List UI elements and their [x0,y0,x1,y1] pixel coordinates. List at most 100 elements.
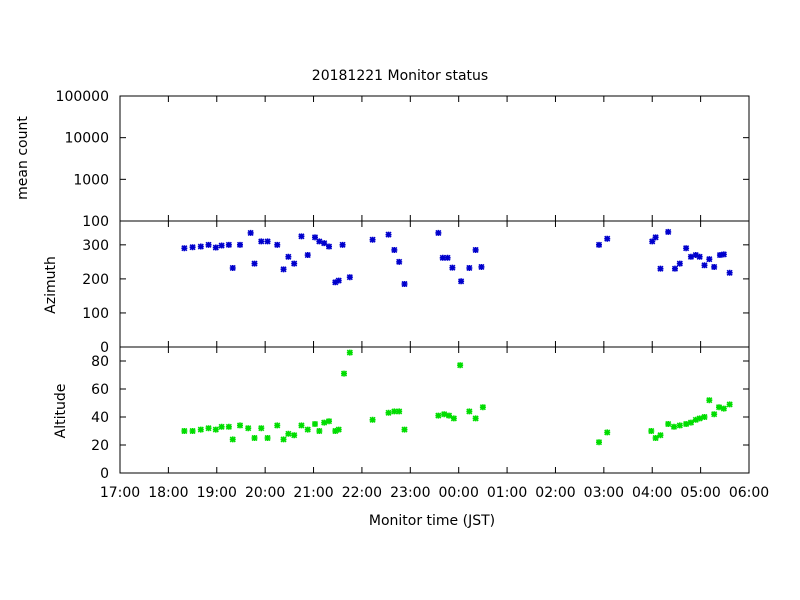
x-tick-label: 23:00 [390,485,430,501]
chart-title: 20181221 Monitor status [312,68,488,84]
x-tick-label: 00:00 [439,485,479,501]
panel-2-data-point [298,422,305,429]
panel-2-data-point [274,422,281,429]
panel-1-data-point [335,277,342,284]
panel-2-data-point [692,416,699,423]
panel-1-data-point [225,241,232,248]
panel-2-y-tick-label: 80 [91,354,109,370]
x-axis-label: Monitor time (JST) [369,513,495,529]
panel-0-frame [119,95,750,222]
panel-2-data-point [441,411,448,418]
panel-1-data-point [205,241,212,248]
panel-2-data-point [369,416,376,423]
panel-1-data-point [298,233,305,240]
panel-2-y-tick-label: 40 [91,410,109,426]
x-tick-label: 02:00 [535,485,575,501]
panel-1-data-point [218,242,225,249]
panel-0-y-tick-label: 10000 [64,131,109,147]
x-tick-label: 20:00 [245,485,285,501]
panel-2-data-point [696,415,703,422]
panel-2-data-point [311,420,319,428]
panel-1-data-point [212,244,219,251]
panel-1-data-point [696,253,703,260]
panel-1-data-point [711,263,718,271]
panel-1-y-tick-label: 0 [100,340,109,356]
panel-2-data-point [332,427,339,435]
panel-1-data-point [229,264,236,272]
panel-1-data-point [321,240,328,247]
panel-1-y-tick-label: 300 [82,238,109,254]
panel-2-data-point [236,422,244,429]
panel-2-data-point [401,426,408,433]
panel-1-data-point [332,279,339,286]
panel-1-data-point [274,241,281,248]
panel-1-data-point [258,238,265,245]
panel-2-frame [119,346,750,474]
panel-2-data-point [291,432,298,439]
x-tick-label: 01:00 [487,485,527,501]
panel-2-data-point [652,434,659,442]
chart-marks: 17:00 18:00 19:00 20:00 21:00 22:00 23:00 00:00… [56,89,770,501]
panel-2-data-point [197,426,204,433]
panel-1-data-point [478,263,485,271]
panel-2-data-point [450,415,457,422]
panel-1-y-tick-label: 200 [82,272,109,288]
x-tick-label: 04:00 [632,485,672,501]
panel-1-data-point [683,245,690,252]
panel-0-y-label: mean count [15,116,31,200]
panel-1-data-point [435,229,442,236]
panel-0-y-tick-label: 100 [82,214,109,230]
panel-2-data-point [396,408,403,415]
panel-1-data-point [716,251,724,259]
panel-1-data-point [595,241,603,248]
panel-1-data-point [304,251,311,259]
x-tick-label: 17:00 [100,485,140,501]
panel-1-data-point [251,260,258,267]
panel-1-data-point [280,266,287,273]
panel-2-data-point [435,412,442,419]
panel-1-data-point [285,253,292,260]
panel-2-data-point [316,427,323,435]
panel-2-data-point [687,419,695,426]
panel-2-data-point [670,423,678,430]
panel-1-data-point [391,246,398,254]
panel-2-y-label: Altitude [53,384,69,439]
panel-2-data-point [445,412,453,419]
panel-0-y-tick-label: 100000 [56,89,109,105]
panel-1-y-label: Azimuth [43,256,59,314]
panel-2-data-point [264,434,271,442]
panel-1-data-point [316,238,323,245]
panel-2-data-point [701,413,708,421]
panel-1-data-point [264,238,271,245]
panel-1-data-point [444,254,451,261]
panel-1-data-point [291,260,298,267]
panel-1-data-point [649,238,656,245]
panel-1-data-point [720,251,727,258]
panel-1-data-point [706,256,713,263]
panel-2-data-point [205,425,212,432]
panel-2-data-point [676,422,683,429]
panel-1-data-point [665,228,672,235]
panel-1-data-point [346,274,353,281]
panel-2-data-point [457,362,464,369]
panel-2-data-point [285,430,292,437]
panel-2-y-tick-label: 60 [91,382,109,398]
panel-2-data-point [715,404,723,411]
panel-2-data-point [229,436,236,443]
panel-2-data-point [346,349,353,356]
panel-2-data-point [595,439,603,446]
panel-2-data-point [321,419,328,426]
panel-1-data-point [652,234,659,241]
x-tick-label: 21:00 [293,485,333,501]
panel-1-y-tick-label: 100 [82,306,109,322]
x-tick-label: 06:00 [729,485,769,501]
panel-1-data-point [604,235,611,242]
panel-1-data-point [385,231,392,238]
panel-2-data-point [280,436,287,443]
panel-1-data-point [236,241,244,248]
panel-2-data-point [181,427,188,435]
x-tick-label: 05:00 [680,485,720,501]
panel-1-data-point [458,278,465,285]
panel-0-y-tick-label: 1000 [73,172,109,188]
